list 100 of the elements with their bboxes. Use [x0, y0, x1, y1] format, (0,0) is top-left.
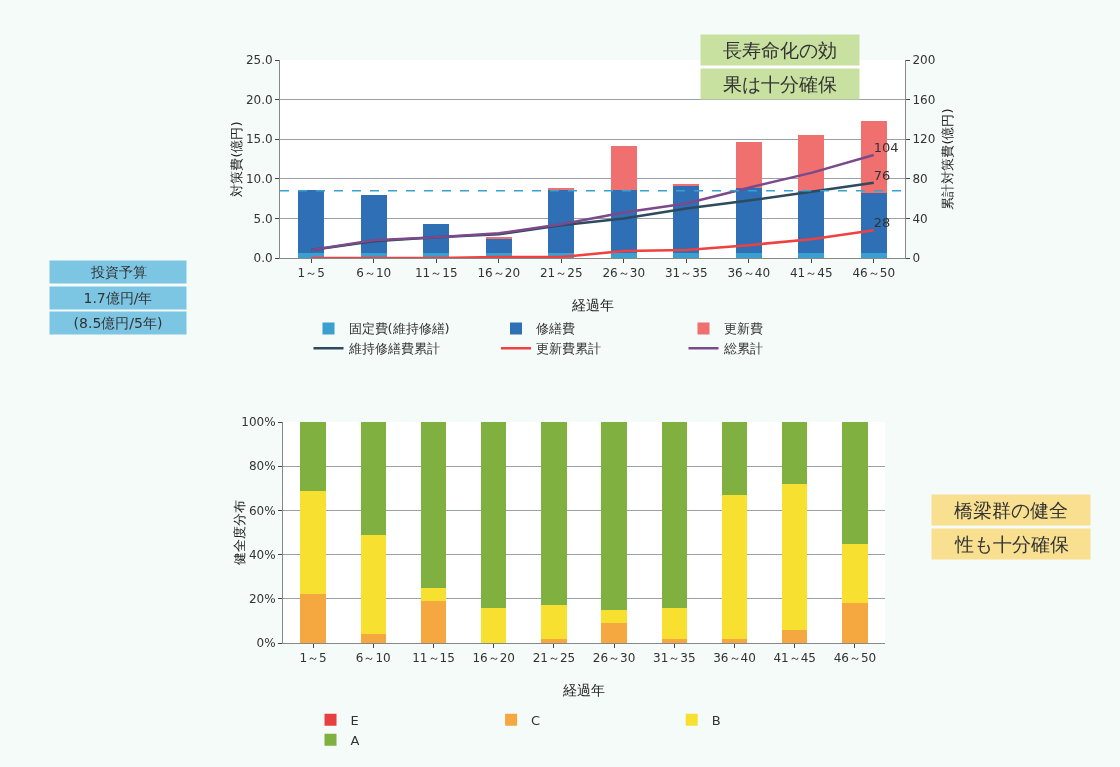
- bar: [735, 253, 762, 258]
- legend-label: E: [350, 712, 359, 728]
- y-tick-label: 20.0: [245, 92, 273, 107]
- y2-axis-title: 累計対策費(億円): [939, 108, 955, 210]
- y2-tick-label: 120: [912, 132, 936, 147]
- y-tick-label: 0%: [256, 636, 276, 651]
- y-axis-title: 対策費(億円): [228, 121, 244, 197]
- x-tick-label: 16～20: [472, 651, 515, 666]
- legend-label: 更新費累計: [536, 341, 601, 357]
- legend-label: C: [531, 712, 541, 728]
- x-tick-label: 31～35: [653, 651, 696, 666]
- bar: [300, 490, 326, 595]
- bar: [481, 422, 507, 608]
- y-tick-label: 25.0: [245, 53, 273, 68]
- bar: [360, 422, 386, 535]
- x-tick-label: 41～45: [773, 651, 816, 666]
- bar: [782, 483, 808, 630]
- bar: [661, 422, 687, 608]
- bar: [735, 141, 762, 188]
- bar: [360, 534, 386, 635]
- text: (8.5億円/5年): [73, 315, 163, 331]
- x-tick-label: 1～5: [297, 266, 325, 281]
- legend-label: 更新費: [723, 321, 763, 337]
- bar: [360, 634, 386, 643]
- text: 投資予算: [89, 264, 147, 280]
- bar: [661, 607, 687, 639]
- bar: [360, 195, 387, 254]
- bar: [860, 253, 887, 258]
- y-tick-label: 40%: [248, 547, 276, 562]
- x-tick-label: 21～25: [539, 266, 583, 281]
- legend-label: B: [711, 712, 721, 728]
- bar: [842, 422, 868, 544]
- y-tick-label: 0.0: [253, 251, 273, 266]
- bar: [420, 601, 447, 643]
- bar: [300, 422, 326, 491]
- y-tick-label: 80%: [248, 459, 276, 474]
- bar: [541, 422, 567, 606]
- bar: [548, 189, 575, 254]
- y2-tick-label: 80: [912, 172, 928, 186]
- data-label: 76: [873, 167, 891, 183]
- y2-tick-label: 0: [912, 251, 921, 266]
- y-tick-label: 100%: [241, 415, 276, 430]
- x-axis-title: 経過年: [562, 682, 605, 698]
- bar: [601, 623, 627, 643]
- bar: [798, 135, 825, 192]
- bar: [420, 422, 447, 588]
- bar: [481, 607, 507, 643]
- text: 性も十分確保: [953, 533, 1069, 555]
- bar: [610, 145, 637, 190]
- annotation: 長寿命化の効: [723, 39, 837, 61]
- bar: [782, 629, 808, 643]
- text: 1.7億円/年: [83, 290, 153, 306]
- x-tick-label: 36～40: [727, 266, 771, 281]
- text: 橋梁群の健全: [954, 499, 1068, 521]
- legend-label: A: [350, 732, 360, 748]
- bar: [298, 189, 325, 254]
- x-tick-label: 46～50: [852, 266, 896, 281]
- line-series: [310, 229, 875, 258]
- legend-label: 総累計: [722, 341, 763, 357]
- bar: [842, 603, 868, 643]
- x-tick-label: 11～15: [412, 651, 455, 666]
- legend-label: 維持修繕費累計: [347, 341, 440, 357]
- x-tick-label: 11～15: [414, 266, 458, 281]
- bar: [541, 605, 567, 639]
- y2-tick-label: 160: [912, 92, 936, 107]
- y-tick-label: 60%: [248, 503, 276, 518]
- x-tick-label: 26～30: [602, 266, 646, 281]
- x-tick-label: 6～10: [356, 266, 392, 281]
- bar: [798, 191, 825, 254]
- bar: [610, 253, 637, 258]
- bar: [601, 422, 627, 610]
- x-axis-title: 経過年: [570, 297, 614, 313]
- x-tick-label: 26～30: [592, 651, 636, 666]
- bar: [721, 422, 748, 495]
- x-tick-label: 1～5: [299, 651, 327, 666]
- y-axis-title: 健全度分布: [231, 500, 247, 565]
- annotation: 果は十分確保: [723, 73, 837, 95]
- bar: [721, 494, 748, 639]
- y-tick-label: 5.0: [253, 211, 273, 226]
- bar: [601, 609, 627, 624]
- x-tick-label: 31～35: [664, 266, 708, 281]
- bar: [485, 238, 512, 254]
- x-tick-label: 21～25: [532, 651, 576, 666]
- bar: [420, 587, 447, 602]
- bar: [673, 253, 700, 258]
- x-tick-label: 46～50: [833, 651, 877, 666]
- bar: [541, 638, 567, 643]
- y-tick-label: 10.0: [245, 172, 273, 186]
- bar: [300, 594, 326, 643]
- x-tick-label: 6～10: [355, 651, 391, 666]
- legend-label: 修繕費: [536, 321, 575, 337]
- y-tick-label: 15.0: [245, 132, 273, 147]
- y-tick-label: 20%: [248, 592, 276, 606]
- bar: [782, 422, 808, 484]
- line-series: [310, 153, 875, 252]
- bar: [798, 253, 825, 258]
- x-tick-label: 16～20: [477, 266, 521, 281]
- y2-tick-label: 200: [912, 53, 936, 68]
- x-tick-label: 41～45: [789, 266, 833, 281]
- legend-label: 固定費(維持修繕): [348, 321, 450, 337]
